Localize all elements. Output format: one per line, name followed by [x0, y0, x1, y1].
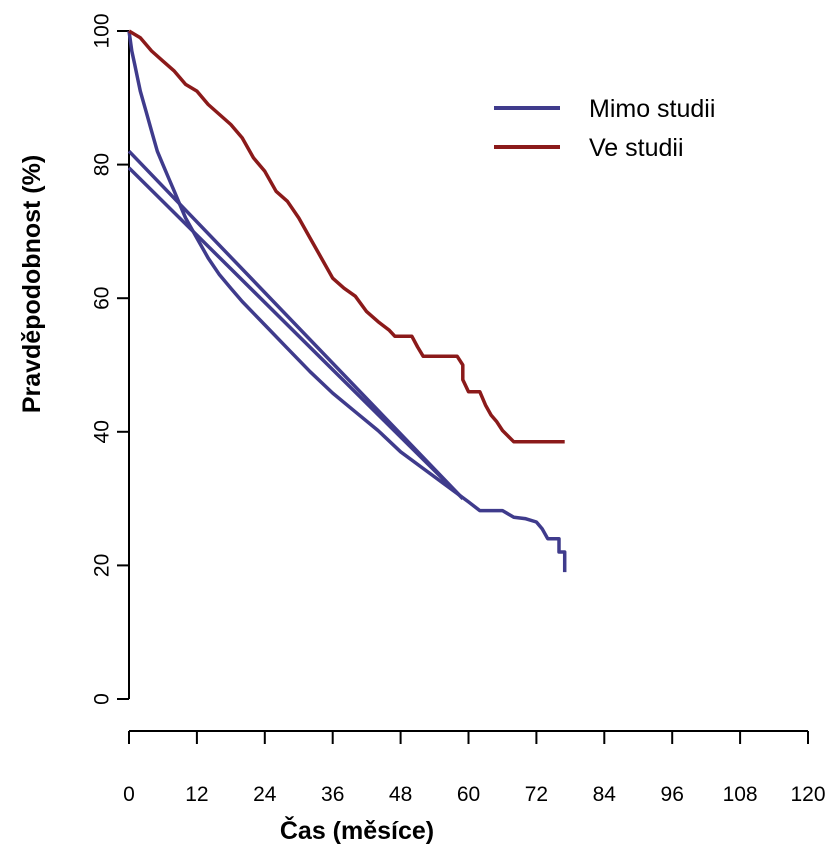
x-axis-title: Čas (měsíce) [280, 815, 434, 845]
series-line-2 [127, 149, 465, 500]
x-tick-label: 48 [389, 783, 412, 806]
series-line-3 [127, 166, 465, 500]
x-tick-label: 0 [123, 783, 135, 806]
x-tick-label: 84 [593, 783, 617, 806]
series-line-ve-studii [128, 29, 565, 444]
x-tick-label: 72 [525, 783, 548, 806]
y-axis-title: Pravděpodobnost (%) [18, 155, 46, 413]
series-line-mimo-studii [127, 30, 567, 573]
legend-label: Mimo studii [589, 95, 715, 123]
y-tick-label: 60 [90, 287, 113, 310]
series-layer [127, 29, 567, 573]
y-ticks: 0 20 40 60 80 100 [90, 13, 129, 705]
x-tick-label: 120 [790, 783, 825, 806]
x-tick-label: 12 [185, 783, 208, 806]
axes: 0 20 40 60 80 100 0 12 24 36 48 60 72 84 96 108 120 [90, 13, 825, 806]
legend-label: Ve studii [589, 134, 684, 162]
x-tick-label: 24 [253, 783, 277, 806]
legend: Mimo studii Ve studii [494, 95, 715, 162]
x-tick-label: 96 [661, 783, 684, 806]
y-tick-label: 20 [90, 554, 113, 577]
y-tick-label: 40 [90, 420, 113, 443]
y-tick-label: 0 [90, 693, 113, 705]
x-tick-label: 60 [457, 783, 480, 806]
y-tick-label: 100 [90, 13, 113, 48]
x-tick-label: 108 [723, 783, 758, 806]
x-tick-label: 36 [321, 783, 344, 806]
y-tick-label: 80 [90, 153, 113, 176]
x-ticks: 0 12 24 36 48 60 72 84 96 108 120 [123, 731, 826, 806]
